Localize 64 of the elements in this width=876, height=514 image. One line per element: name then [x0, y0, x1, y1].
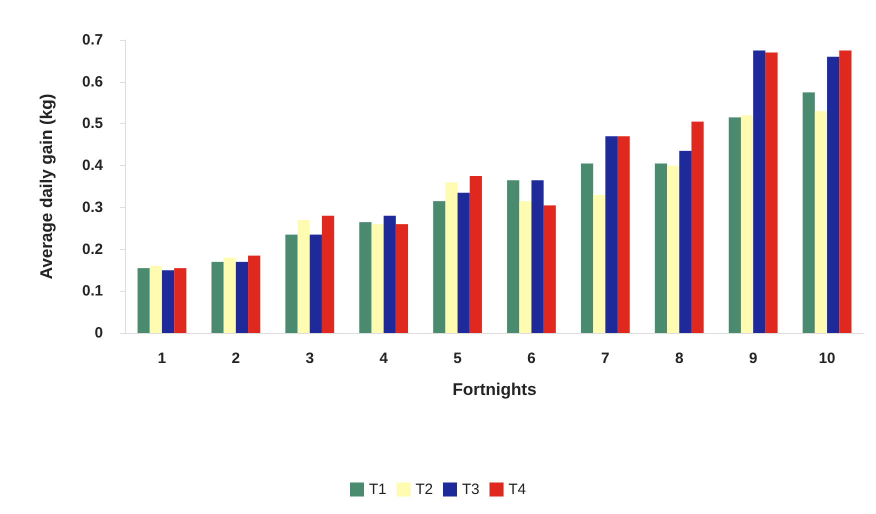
y-tick-label: 0.6	[82, 73, 103, 90]
bar	[740, 115, 754, 333]
bar	[445, 182, 458, 333]
legend-label: T4	[508, 481, 526, 498]
y-tick-label: 0.7	[82, 32, 103, 48]
bar	[310, 234, 322, 333]
legend-label: T2	[415, 481, 434, 498]
legend-label: T1	[368, 481, 387, 498]
bar	[679, 150, 692, 333]
bar	[802, 92, 815, 333]
bar	[618, 136, 630, 333]
bar	[384, 216, 396, 333]
bar	[224, 258, 236, 333]
bar	[593, 194, 606, 333]
bar	[150, 266, 162, 333]
bar	[667, 166, 680, 333]
bar	[753, 50, 766, 333]
bar	[359, 222, 372, 333]
bar	[531, 180, 544, 333]
x-tick-label: 1	[158, 350, 166, 367]
x-tick-label: 3	[306, 350, 314, 367]
bar	[728, 117, 741, 333]
bar	[322, 216, 334, 333]
x-tick-label: 5	[453, 350, 462, 367]
bar	[839, 50, 852, 333]
x-tick-label: 6	[527, 350, 536, 367]
x-tick-label: 7	[601, 350, 610, 367]
bar	[211, 262, 224, 333]
bar	[814, 111, 828, 333]
bar	[507, 180, 520, 333]
bar	[162, 270, 174, 333]
bar	[236, 262, 248, 333]
bar	[580, 163, 594, 333]
x-axis-title: Fortnights	[452, 380, 537, 399]
x-tick-label: 2	[232, 350, 240, 367]
y-axis-title: Average daily gain (kg)	[37, 94, 56, 280]
y-tick-label: 0.1	[82, 282, 103, 300]
bar	[298, 220, 310, 333]
bar	[174, 268, 186, 333]
bar	[138, 268, 150, 333]
x-tick-label: 9	[748, 350, 758, 367]
x-tick-label: 4	[379, 350, 388, 367]
bar	[285, 234, 298, 333]
legend-label: T3	[462, 481, 480, 498]
y-tick-label: 0.2	[82, 240, 103, 258]
y-tick-label: 0.3	[82, 198, 103, 216]
bar	[396, 224, 408, 333]
bar	[371, 224, 384, 333]
bar	[544, 205, 556, 333]
bar	[458, 192, 470, 333]
bar	[248, 256, 260, 333]
bar	[765, 52, 778, 333]
bar	[605, 136, 618, 333]
y-tick-label: 0	[94, 324, 103, 342]
x-tick-label: 8	[675, 350, 684, 367]
bar	[691, 122, 704, 333]
y-tick-label: 0.5	[82, 115, 103, 132]
bar	[519, 201, 532, 333]
bar	[654, 163, 668, 333]
y-tick-label: 0.4	[82, 157, 104, 174]
x-tick-label: 10	[818, 350, 836, 367]
bar	[433, 201, 446, 333]
bar	[827, 56, 840, 333]
bar	[470, 176, 482, 333]
